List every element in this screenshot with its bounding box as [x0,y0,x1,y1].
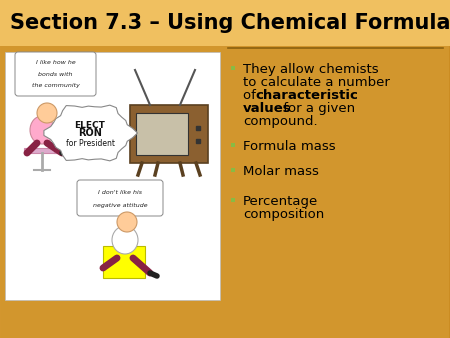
Text: Formula mass: Formula mass [243,140,336,153]
Text: compound.: compound. [243,115,318,128]
Text: composition: composition [243,208,324,221]
Bar [130,105,208,163]
Circle shape [117,212,137,232]
Bar [24,148,60,153]
Text: I don't like his: I don't like his [98,191,142,195]
Text: the community: the community [32,82,80,88]
Text: for a given: for a given [279,102,355,115]
Text: characteristic: characteristic [255,89,358,102]
FancyBboxPatch shape [77,180,163,216]
Text: ELECT: ELECT [75,121,105,129]
Text: They allow chemists: They allow chemists [243,63,378,76]
Text: values: values [243,102,292,115]
Bar [231,143,235,147]
Ellipse shape [30,116,54,144]
Circle shape [37,103,57,123]
Bar [54,123,59,153]
Text: Molar mass: Molar mass [243,165,319,178]
Bar [103,246,145,278]
Bar [231,168,235,172]
Text: Section 7.3 – Using Chemical Formulas: Section 7.3 – Using Chemical Formulas [10,13,450,33]
Bar [231,198,235,202]
Text: I like how he: I like how he [36,61,76,66]
Text: RON: RON [78,128,102,138]
Text: negative attitude: negative attitude [93,202,147,208]
Text: for President: for President [66,139,114,147]
Bar [136,113,188,155]
Bar [5,52,220,300]
Polygon shape [44,105,138,161]
Text: to calculate a number: to calculate a number [243,76,390,89]
FancyBboxPatch shape [15,52,96,96]
Text: Percentage: Percentage [243,195,318,208]
Text: bonds with: bonds with [38,72,73,76]
Ellipse shape [112,226,138,254]
Bar [0,0,450,46]
Text: of: of [243,89,260,102]
Bar [231,66,235,70]
